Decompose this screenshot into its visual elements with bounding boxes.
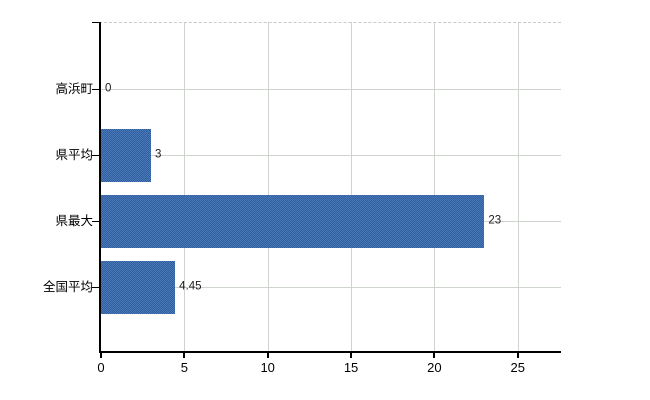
bar bbox=[101, 194, 485, 248]
h-gridline bbox=[101, 287, 561, 288]
v-gridline bbox=[351, 22, 353, 351]
category-label: 県平均 bbox=[55, 147, 93, 162]
plot-top-border bbox=[99, 22, 561, 23]
value-label: 23 bbox=[488, 214, 502, 227]
x-tick-label: 5 bbox=[180, 360, 188, 375]
category-label: 県最大 bbox=[55, 213, 93, 228]
category-label: 全国平均 bbox=[42, 279, 93, 294]
y-axis-tick bbox=[92, 155, 99, 156]
x-tick-label: 20 bbox=[427, 360, 442, 375]
v-gridline bbox=[184, 22, 186, 351]
x-tick-label: 25 bbox=[510, 360, 525, 375]
value-label: 3 bbox=[155, 148, 162, 161]
value-label: 4.45 bbox=[179, 280, 202, 293]
category-label: 高浜町 bbox=[55, 81, 93, 96]
x-axis-tick bbox=[516, 353, 519, 358]
x-tick-label: 0 bbox=[97, 360, 105, 375]
x-axis-line bbox=[99, 351, 561, 353]
x-tick-label: 10 bbox=[260, 360, 275, 375]
y-axis-tick bbox=[92, 89, 99, 90]
v-gridline bbox=[517, 22, 519, 351]
bar bbox=[101, 128, 151, 182]
x-axis-tick bbox=[350, 353, 353, 358]
value-label: 0 bbox=[105, 82, 112, 95]
x-axis-tick bbox=[100, 353, 102, 358]
y-axis-tick bbox=[92, 22, 99, 23]
y-axis-line bbox=[99, 22, 101, 353]
x-tick-label: 15 bbox=[343, 360, 359, 375]
x-axis-tick bbox=[266, 353, 269, 358]
x-axis-tick bbox=[183, 353, 186, 358]
y-axis-tick bbox=[92, 287, 99, 288]
h-gridline bbox=[101, 89, 561, 90]
v-gridline bbox=[434, 22, 436, 351]
x-axis-tick bbox=[433, 353, 436, 358]
v-gridline bbox=[267, 22, 269, 351]
y-axis-tick bbox=[92, 221, 99, 222]
bar bbox=[101, 260, 176, 314]
h-gridline bbox=[101, 155, 561, 156]
